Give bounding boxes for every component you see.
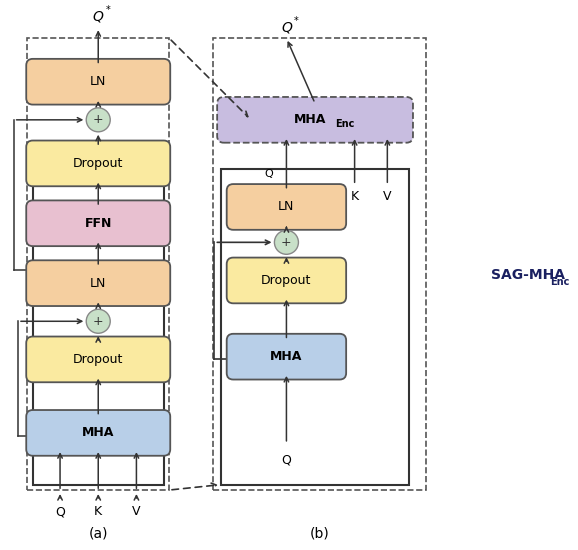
Text: LN: LN xyxy=(90,277,106,290)
Text: Enc: Enc xyxy=(550,277,569,287)
Text: +: + xyxy=(93,315,103,328)
Text: K: K xyxy=(94,505,102,518)
Text: Q: Q xyxy=(281,454,291,466)
Text: Enc: Enc xyxy=(335,119,355,129)
Text: +: + xyxy=(281,236,292,249)
FancyBboxPatch shape xyxy=(26,260,171,306)
FancyBboxPatch shape xyxy=(227,257,346,303)
FancyBboxPatch shape xyxy=(217,97,413,142)
Text: LN: LN xyxy=(90,75,106,88)
FancyBboxPatch shape xyxy=(227,184,346,230)
Text: Q: Q xyxy=(93,9,103,24)
Text: MHA: MHA xyxy=(271,350,303,363)
FancyBboxPatch shape xyxy=(26,140,171,186)
Bar xyxy=(33,169,164,485)
FancyBboxPatch shape xyxy=(227,334,346,379)
Text: SAG-MHA: SAG-MHA xyxy=(491,268,565,282)
FancyBboxPatch shape xyxy=(26,410,171,456)
Text: K: K xyxy=(350,190,359,202)
FancyBboxPatch shape xyxy=(26,337,171,382)
Circle shape xyxy=(275,230,298,254)
Bar xyxy=(213,38,425,490)
Text: MHA: MHA xyxy=(82,426,114,439)
Text: LN: LN xyxy=(278,200,295,213)
Text: Q: Q xyxy=(55,505,65,518)
Circle shape xyxy=(86,108,110,132)
Text: +: + xyxy=(93,113,103,127)
Text: *: * xyxy=(106,5,110,15)
Text: Dropout: Dropout xyxy=(261,274,312,287)
Text: FFN: FFN xyxy=(84,217,112,230)
Text: V: V xyxy=(132,505,140,518)
Text: Q: Q xyxy=(265,169,273,179)
Text: (b): (b) xyxy=(309,526,329,541)
Circle shape xyxy=(86,309,110,333)
Bar xyxy=(221,169,409,485)
Text: Dropout: Dropout xyxy=(73,353,124,366)
FancyBboxPatch shape xyxy=(26,200,171,246)
Text: V: V xyxy=(383,190,391,202)
Text: (a): (a) xyxy=(88,526,108,541)
Text: MHA: MHA xyxy=(294,113,326,127)
Bar xyxy=(27,38,169,490)
Text: *: * xyxy=(294,16,299,26)
Text: Dropout: Dropout xyxy=(73,157,124,170)
FancyBboxPatch shape xyxy=(26,59,171,104)
Text: Q: Q xyxy=(281,20,292,34)
